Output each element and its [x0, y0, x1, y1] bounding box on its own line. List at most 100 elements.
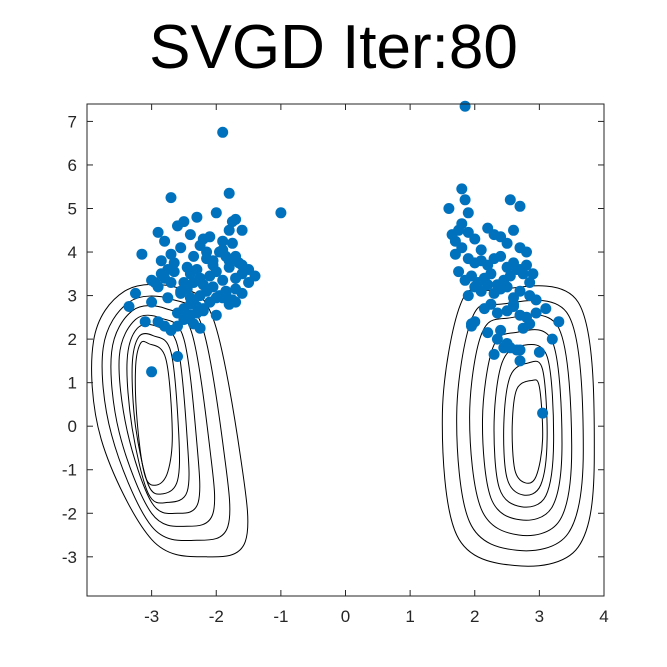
contour-right-0: [511, 379, 544, 484]
data-point: [501, 281, 513, 293]
data-point: [223, 187, 235, 199]
data-point: [275, 207, 287, 219]
data-point: [139, 316, 151, 328]
data-point: [123, 301, 135, 312]
data-point: [508, 298, 519, 310]
y-tick-label: -1: [62, 461, 77, 480]
contour-right-3: [481, 329, 563, 521]
x-tick-label: 0: [341, 607, 350, 626]
data-point: [491, 307, 503, 319]
data-point: [178, 283, 190, 295]
data-point: [230, 250, 242, 262]
contour-right-1: [503, 360, 548, 496]
y-tick-label: 3: [68, 287, 77, 306]
data-point: [236, 268, 248, 280]
data-point: [220, 287, 232, 299]
axes-box: [86, 103, 605, 597]
y-tick-label: -2: [62, 504, 77, 523]
data-point: [152, 226, 164, 238]
data-point: [184, 229, 196, 241]
y-tick-label: 4: [68, 243, 77, 262]
data-point: [488, 348, 500, 360]
data-point: [146, 366, 158, 378]
data-point: [155, 268, 167, 280]
data-point: [485, 298, 497, 310]
data-point: [217, 126, 229, 138]
data-point: [508, 224, 519, 236]
data-point: [514, 285, 526, 297]
data-point: [191, 211, 203, 223]
data-point: [175, 242, 187, 254]
data-point: [453, 266, 465, 278]
y-tick-label: 0: [68, 417, 77, 436]
data-point: [207, 255, 219, 267]
x-tick-label: -3: [144, 607, 159, 626]
data-point: [136, 248, 148, 260]
data-point: [527, 268, 539, 280]
x-tick-label: -2: [209, 607, 224, 626]
data-point: [530, 307, 542, 319]
y-tick-label: -3: [62, 548, 77, 567]
x-tick-label: 1: [405, 607, 414, 626]
data-point: [485, 268, 497, 280]
data-point: [194, 272, 206, 284]
data-point: [226, 237, 238, 249]
data-point: [495, 250, 507, 262]
data-point: [466, 318, 477, 330]
data-point: [149, 277, 161, 288]
y-tick-label: 7: [68, 112, 77, 131]
data-point: [165, 248, 177, 260]
data-point: [236, 287, 248, 299]
data-point: [172, 351, 183, 362]
data-point: [184, 292, 196, 304]
data-point: [521, 259, 532, 271]
y-tick-label: 1: [68, 374, 77, 393]
point-layer: [123, 100, 565, 419]
contour-right-6: [441, 285, 595, 567]
data-point: [226, 216, 238, 228]
data-point: [459, 194, 471, 206]
x-tick-label: 4: [599, 607, 608, 626]
data-point: [217, 274, 229, 286]
data-point: [443, 203, 455, 214]
data-point: [217, 235, 229, 247]
data-point: [533, 346, 545, 358]
data-point: [230, 296, 242, 308]
data-point: [514, 200, 526, 212]
data-point: [517, 268, 529, 280]
data-point: [459, 100, 471, 112]
data-point: [514, 355, 526, 367]
data-point: [514, 344, 526, 356]
data-point: [210, 266, 222, 278]
data-point: [236, 224, 248, 236]
data-point: [191, 264, 203, 275]
data-point: [456, 218, 468, 230]
data-point: [482, 327, 494, 339]
contour-right-2: [493, 343, 555, 508]
data-point: [210, 207, 222, 219]
data-point: [469, 233, 481, 245]
chart-title: SVGD Iter:80: [149, 13, 518, 82]
data-point: [162, 292, 174, 304]
data-point: [524, 277, 536, 288]
data-point: [475, 244, 487, 256]
contour-right-5: [456, 299, 584, 552]
y-tick-label: 5: [68, 199, 77, 218]
data-point: [495, 324, 507, 336]
contour-left-5: [101, 295, 231, 542]
data-point: [521, 246, 532, 258]
x-tick-label: 3: [535, 607, 544, 626]
x-tick-label: -1: [273, 607, 288, 626]
data-point: [462, 290, 474, 302]
data-point: [146, 296, 158, 308]
data-point: [188, 250, 200, 262]
data-point: [482, 279, 494, 291]
data-point: [501, 237, 513, 249]
data-point: [194, 322, 206, 334]
data-point: [210, 309, 222, 321]
data-point: [498, 342, 510, 354]
data-point: [172, 220, 183, 232]
data-point: [155, 255, 167, 267]
data-point: [159, 235, 171, 247]
